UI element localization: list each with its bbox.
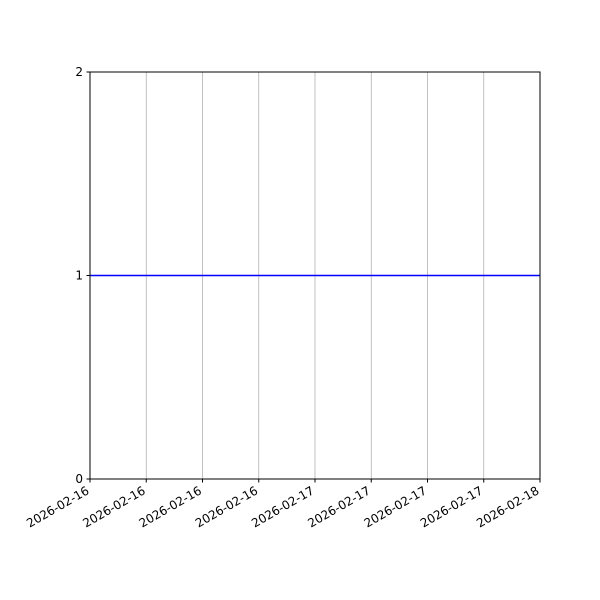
x-tick-label: 2026-02-17 [362,483,429,530]
y-tick-label: 1 [75,269,83,283]
x-tick-label: 2026-02-16 [24,483,91,530]
x-tick-label: 2026-02-18 [474,483,541,530]
x-tick-label: 2026-02-17 [305,483,372,530]
y-tick-label: 0 [75,472,83,486]
x-axis: 2026-02-162026-02-162026-02-162026-02-16… [24,479,542,530]
x-tick-label: 2026-02-17 [418,483,485,530]
x-tick-label: 2026-02-16 [193,483,260,530]
y-tick-label: 2 [75,65,83,79]
y-axis: 0 1 2 [75,65,90,486]
x-tick-label: 2026-02-16 [137,483,204,530]
x-tick-label: 2026-02-16 [80,483,147,530]
x-tick-label: 2026-02-17 [249,483,316,530]
